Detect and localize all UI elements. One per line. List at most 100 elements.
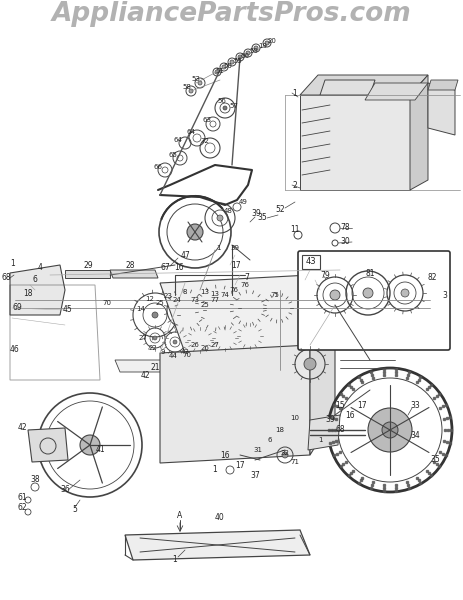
Text: 82: 82: [426, 274, 436, 283]
Text: 21: 21: [150, 364, 159, 373]
Circle shape: [367, 408, 411, 452]
Polygon shape: [409, 75, 427, 190]
Text: 7: 7: [244, 274, 249, 283]
Text: 15: 15: [334, 401, 344, 409]
Text: 68: 68: [1, 274, 11, 283]
Text: 56: 56: [217, 98, 226, 104]
Text: 73: 73: [190, 297, 199, 303]
Text: AppliancePartsPros.com: AppliancePartsPros.com: [52, 1, 411, 27]
Polygon shape: [125, 530, 309, 560]
Text: 31: 31: [253, 447, 262, 453]
Text: 28: 28: [125, 260, 134, 269]
Circle shape: [181, 307, 188, 313]
Text: 55: 55: [233, 58, 242, 64]
Text: 27: 27: [138, 335, 147, 341]
Text: 38: 38: [30, 475, 40, 485]
Circle shape: [80, 435, 100, 455]
Text: 30: 30: [339, 238, 349, 247]
Text: 1: 1: [215, 245, 220, 251]
Text: 42: 42: [140, 370, 150, 379]
Circle shape: [275, 305, 281, 311]
Circle shape: [198, 338, 201, 342]
Text: 58: 58: [182, 84, 191, 90]
Text: 74: 74: [220, 292, 229, 298]
Text: 34: 34: [409, 431, 419, 439]
Bar: [301, 255, 319, 269]
Text: 77: 77: [210, 297, 219, 303]
Polygon shape: [307, 415, 339, 450]
Text: 52: 52: [275, 205, 284, 214]
Circle shape: [247, 334, 251, 338]
Circle shape: [245, 51, 250, 55]
Circle shape: [381, 422, 397, 438]
Text: 18: 18: [23, 289, 33, 298]
Text: 66: 66: [153, 164, 162, 170]
Polygon shape: [427, 83, 454, 135]
FancyBboxPatch shape: [297, 251, 449, 350]
Text: 13: 13: [210, 291, 219, 297]
Text: 4: 4: [38, 263, 42, 272]
Circle shape: [153, 336, 156, 340]
Text: 6: 6: [32, 275, 38, 284]
Text: 39: 39: [250, 208, 260, 217]
Text: 18: 18: [275, 427, 284, 433]
Circle shape: [221, 65, 225, 69]
Text: 9: 9: [160, 349, 165, 355]
Text: 49: 49: [238, 199, 247, 205]
Text: 25: 25: [155, 300, 164, 306]
Text: 75: 75: [270, 292, 279, 298]
Circle shape: [230, 60, 233, 64]
Polygon shape: [300, 95, 409, 190]
Text: 39: 39: [230, 245, 239, 251]
Polygon shape: [309, 305, 334, 455]
Text: 57: 57: [229, 103, 238, 109]
Text: 16: 16: [344, 410, 354, 419]
Polygon shape: [427, 80, 457, 90]
Text: 35: 35: [429, 455, 439, 464]
Circle shape: [187, 224, 203, 240]
Text: 71: 71: [290, 459, 299, 465]
Text: 59: 59: [249, 48, 258, 54]
Text: 47: 47: [181, 251, 190, 259]
Polygon shape: [160, 275, 334, 353]
Text: 5: 5: [72, 505, 77, 514]
Text: 10: 10: [290, 415, 299, 421]
Text: A: A: [177, 511, 182, 520]
Text: 70: 70: [102, 300, 111, 306]
Text: 16: 16: [174, 263, 183, 272]
Text: 46: 46: [10, 346, 20, 355]
Text: 12: 12: [145, 296, 154, 302]
Text: 33: 33: [409, 401, 419, 409]
Text: 1: 1: [292, 88, 297, 97]
Text: 19: 19: [258, 43, 267, 49]
Polygon shape: [300, 75, 427, 95]
Circle shape: [362, 288, 372, 298]
Text: 39: 39: [325, 415, 334, 425]
Text: 17: 17: [357, 401, 366, 409]
Circle shape: [282, 452, 288, 458]
Text: 76: 76: [240, 282, 249, 288]
Text: 40: 40: [215, 514, 225, 523]
Text: 1: 1: [317, 437, 322, 443]
Text: 1: 1: [212, 466, 217, 475]
Text: 69: 69: [12, 302, 22, 311]
Text: 3: 3: [442, 290, 446, 299]
Circle shape: [329, 290, 339, 300]
Text: 17: 17: [235, 461, 244, 469]
Circle shape: [217, 215, 223, 221]
Polygon shape: [28, 428, 68, 462]
Polygon shape: [319, 80, 374, 95]
Text: 64: 64: [173, 137, 182, 143]
Circle shape: [238, 55, 242, 59]
Text: 32: 32: [280, 450, 289, 456]
Text: 41: 41: [95, 445, 105, 455]
Polygon shape: [364, 83, 427, 100]
Text: 62: 62: [17, 503, 27, 512]
Text: 25: 25: [200, 302, 209, 308]
Polygon shape: [65, 270, 110, 278]
Text: 67: 67: [160, 263, 169, 272]
Text: 68: 68: [334, 425, 344, 434]
Text: 79: 79: [319, 271, 329, 280]
Text: 60: 60: [240, 53, 249, 59]
Circle shape: [188, 89, 193, 93]
